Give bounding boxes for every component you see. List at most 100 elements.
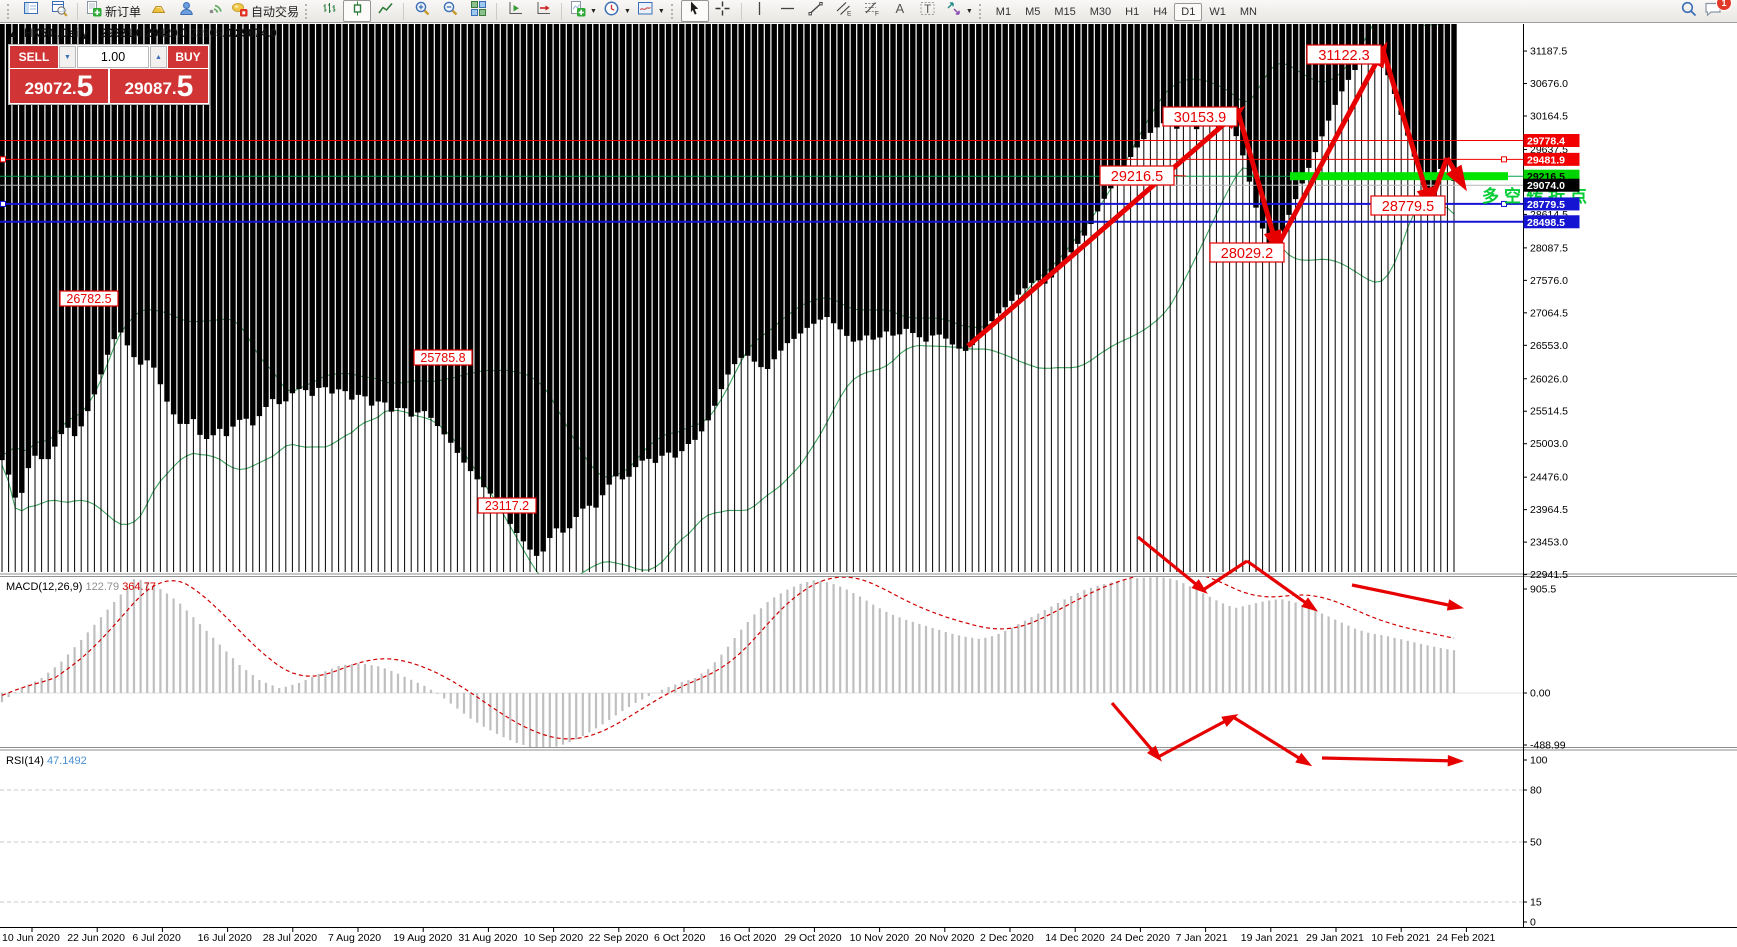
text-a-icon: A: [891, 0, 908, 22]
horizontal-line-icon: [779, 0, 796, 22]
x-axis-date-label: 19 Jan 2021: [1241, 932, 1299, 944]
y-axis-tick-label: 26026.0: [1530, 373, 1568, 385]
zoom-out-icon: [442, 0, 459, 22]
svg-text:0: 0: [1530, 917, 1536, 929]
volume-decrease-button[interactable]: ▼: [59, 46, 76, 68]
indicators-button[interactable]: ▼: [566, 0, 600, 22]
community-button[interactable]: [172, 0, 200, 22]
trend-arrow: [1110, 701, 1162, 762]
arrow-shapes-icon: [945, 0, 962, 22]
tf-button-M1[interactable]: M1: [995, 6, 1012, 18]
crosshair-tool-button[interactable]: [709, 0, 737, 22]
notifications-button[interactable]: 1: [1703, 0, 1732, 23]
y-axis-tick-label: 26553.0: [1530, 340, 1568, 352]
toolbar-grip[interactable]: [7, 3, 12, 19]
line-handle: [1501, 200, 1507, 207]
volume-input[interactable]: 1.00: [77, 46, 149, 68]
price-annotation: 26782.5: [59, 290, 119, 307]
svg-text:100: 100: [1530, 755, 1548, 767]
svg-text:F: F: [875, 11, 879, 18]
x-axis-date-label: 2 Dec 2020: [980, 932, 1034, 944]
svg-text:E: E: [847, 11, 852, 18]
tf-button-D1[interactable]: D1: [1174, 3, 1203, 21]
text-label-tool-button[interactable]: T: [914, 0, 942, 22]
signal-icon: [206, 0, 223, 22]
chart-canvas[interactable]: 26782.5 25785.8 23117.2 30153.9 31122.3 29216…: [0, 24, 1737, 947]
x-axis-date-label: 20 Nov 2020: [915, 932, 975, 944]
cursor-tool-button[interactable]: [680, 0, 709, 22]
toolbar-grip[interactable]: [670, 3, 676, 19]
volume-increase-button[interactable]: ▲: [150, 46, 167, 68]
price-tag: 29778.4: [1523, 134, 1580, 148]
auto-scroll-button[interactable]: [501, 0, 529, 22]
sell-price[interactable]: 29072. 5: [10, 69, 108, 103]
zoom-out-button[interactable]: [436, 0, 464, 22]
buy-price[interactable]: 29087. 5: [110, 69, 208, 103]
x-axis-date-label: 29 Oct 2020: [784, 932, 841, 944]
svg-text:905.5: 905.5: [1530, 584, 1556, 596]
cursor-icon: [686, 0, 703, 22]
y-axis-tick-label: 23453.0: [1530, 537, 1568, 549]
search-button[interactable]: [1675, 0, 1703, 22]
x-axis-date-label: 31 Aug 2020: [458, 932, 517, 944]
periods-button[interactable]: ▼: [600, 0, 634, 22]
chart-window-button[interactable]: [17, 0, 45, 22]
tf-button-M15[interactable]: M15: [1054, 6, 1076, 18]
svg-text:31122.3: 31122.3: [1318, 48, 1369, 64]
trend-arrow: [1202, 559, 1248, 592]
price-tag: 28498.5: [1523, 215, 1580, 229]
trendline-tool-button[interactable]: [802, 0, 830, 22]
history-center-button[interactable]: [144, 0, 172, 22]
trendline-icon: [807, 0, 824, 22]
trend-arrow: [1232, 715, 1313, 767]
buy-button[interactable]: BUY: [168, 46, 208, 68]
toolbar-grip[interactable]: [978, 3, 984, 19]
market-watch-icon: [51, 0, 68, 22]
tf-button-H1[interactable]: H1: [1125, 6, 1140, 18]
collapse-arrow-icon[interactable]: ▲: [8, 29, 17, 39]
buy-price-frac: 5: [176, 70, 194, 103]
price-tag: 29074.0: [1523, 178, 1580, 192]
crosshair-icon: [714, 0, 731, 22]
chart-shift-button[interactable]: [529, 0, 557, 22]
autotrading-button[interactable]: 自动交易: [228, 0, 302, 22]
tf-button-M5[interactable]: M5: [1025, 6, 1041, 18]
macd-label: MACD(12,26,9) 122.79 364.77: [6, 581, 156, 593]
toolbar-grip[interactable]: [305, 3, 310, 19]
y-axis-tick-label: 30164.5: [1530, 111, 1568, 123]
y-axis-tick-label: 25514.5: [1530, 406, 1568, 418]
tf-button-M30[interactable]: M30: [1089, 6, 1112, 18]
tf-button-MN[interactable]: MN: [1239, 6, 1257, 18]
candles: [0, 24, 1457, 572]
price-annotation: 25785.8: [413, 349, 473, 366]
line-handle: [0, 156, 6, 163]
svg-text:28779.5: 28779.5: [1382, 199, 1434, 215]
tf-button-W1[interactable]: W1: [1209, 6, 1226, 18]
svg-text:29778.4: 29778.4: [1527, 136, 1565, 148]
equidistant-channel-tool-button[interactable]: E: [830, 0, 858, 22]
svg-text:50: 50: [1530, 837, 1542, 849]
text-tool-button[interactable]: A: [886, 0, 914, 22]
horizontal-line-tool-button[interactable]: [774, 0, 802, 22]
support-zone-segment: [1290, 172, 1508, 181]
zoom-in-button[interactable]: [408, 0, 436, 22]
x-axis-date-label: 16 Oct 2020: [719, 932, 776, 944]
arrow-objects-button[interactable]: ▼: [942, 0, 976, 22]
vertical-line-icon: [751, 0, 768, 22]
svg-text:23117.2: 23117.2: [485, 499, 529, 513]
fibonacci-tool-button[interactable]: F: [858, 0, 886, 22]
line-chart-mode-button[interactable]: [371, 0, 399, 22]
templates-button[interactable]: ▼: [634, 0, 668, 22]
chevron-down-icon: ▼: [590, 7, 597, 15]
market-watch-button[interactable]: [45, 0, 73, 22]
bar-chart-mode-button[interactable]: [315, 0, 343, 22]
new-order-button[interactable]: 新订单: [82, 0, 144, 22]
candlestick-mode-button[interactable]: [343, 0, 372, 22]
sell-button[interactable]: SELL: [10, 46, 58, 68]
signals-button[interactable]: [200, 0, 228, 22]
y-axis-tick-label: 22941.5: [1530, 569, 1568, 581]
tile-windows-button[interactable]: [464, 0, 492, 22]
tf-button-H4[interactable]: H4: [1153, 6, 1168, 18]
y-axis-tick-label: 31187.5: [1530, 46, 1567, 58]
vertical-line-tool-button[interactable]: [746, 0, 774, 22]
